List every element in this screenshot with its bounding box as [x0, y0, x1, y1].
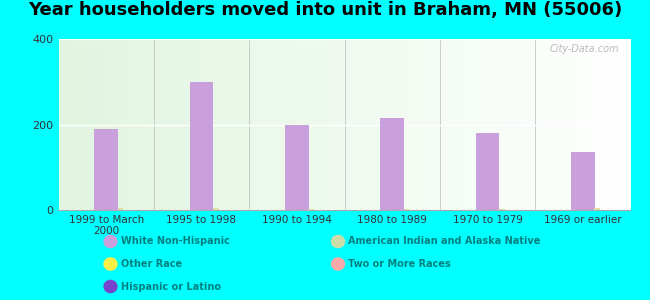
Bar: [571, 152, 595, 210]
Text: Hispanic or Latino: Hispanic or Latino: [121, 281, 221, 292]
Text: City-Data.com: City-Data.com: [549, 44, 619, 54]
Text: Other Race: Other Race: [121, 259, 182, 269]
Bar: [404, 209, 410, 210]
Bar: [94, 129, 118, 210]
Text: Two or More Races: Two or More Races: [348, 259, 451, 269]
Bar: [380, 118, 404, 210]
Bar: [476, 133, 499, 210]
Bar: [118, 208, 124, 210]
Bar: [594, 208, 600, 210]
Bar: [213, 208, 218, 210]
Bar: [190, 82, 213, 210]
Text: White Non-Hispanic: White Non-Hispanic: [121, 236, 230, 247]
Bar: [285, 124, 309, 210]
Text: Year householders moved into unit in Braham, MN (55006): Year householders moved into unit in Bra…: [28, 2, 622, 20]
Bar: [499, 209, 504, 210]
Text: American Indian and Alaska Native: American Indian and Alaska Native: [348, 236, 541, 247]
Bar: [308, 209, 314, 210]
